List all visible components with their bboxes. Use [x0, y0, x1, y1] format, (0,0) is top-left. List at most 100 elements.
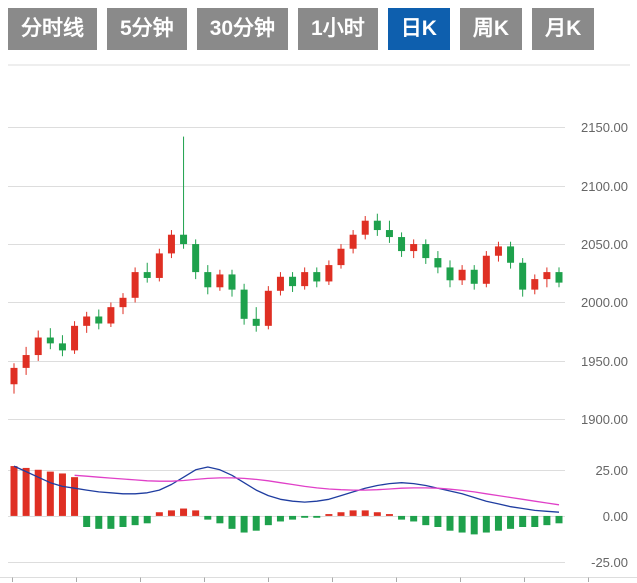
price-axis-label: 2050.00	[581, 237, 628, 252]
candle-body	[349, 234, 357, 249]
macd-histogram-bar	[349, 510, 357, 516]
macd-histogram-bar	[143, 515, 151, 524]
candle-body	[398, 237, 406, 252]
macd-histogram-bar	[301, 515, 309, 518]
candle-body	[192, 244, 200, 273]
macd-histogram-bar	[519, 515, 527, 527]
macd-histogram-bar	[398, 515, 406, 520]
candle-body	[71, 325, 79, 351]
candle-body	[10, 367, 18, 385]
macd-histogram-bar	[34, 469, 42, 516]
candle-body	[228, 274, 236, 290]
macd-histogram-bar	[240, 515, 248, 533]
candle-body	[531, 279, 539, 290]
macd-histogram-bar	[10, 466, 18, 516]
macd-histogram-bar	[216, 515, 224, 524]
macd-histogram-bar	[507, 515, 515, 529]
macd-axis-label: -25.00	[591, 555, 628, 570]
macd-histogram-bar	[155, 512, 163, 516]
candle-body	[301, 272, 309, 287]
candle-body	[204, 272, 212, 288]
macd-histogram-bar	[313, 515, 321, 518]
dea-line	[74, 474, 560, 506]
macd-histogram-bar	[543, 515, 551, 526]
price-axis-label: 2000.00	[581, 295, 628, 310]
candle-body	[313, 272, 321, 282]
macd-histogram-bar	[422, 515, 430, 526]
macd-histogram-bar	[385, 514, 393, 516]
macd-histogram-bar	[180, 508, 188, 516]
candle-body	[216, 274, 224, 288]
macd-histogram-bar	[337, 512, 345, 516]
candle-body	[519, 262, 527, 290]
candle-body	[167, 234, 175, 254]
candle-body	[58, 343, 66, 351]
macd-histogram-bar	[252, 515, 260, 531]
candle-body	[434, 258, 442, 268]
candle-body	[143, 272, 151, 278]
candle-body	[46, 337, 54, 344]
candle-body	[385, 230, 393, 238]
candle-body	[507, 246, 515, 263]
candle-body	[155, 253, 163, 278]
macd-histogram-bar	[434, 515, 442, 527]
tab-30min[interactable]: 30分钟	[196, 8, 289, 50]
candle-body	[180, 234, 188, 245]
macd-histogram-bar	[555, 515, 563, 524]
macd-histogram-bar	[446, 515, 454, 531]
macd-histogram-bar	[192, 510, 200, 516]
tab-1hour[interactable]: 1小时	[298, 8, 378, 50]
macd-histogram-bar	[167, 510, 175, 516]
candle-body	[373, 220, 381, 231]
tab-daily-k[interactable]: 日K	[387, 8, 450, 50]
candle-body	[410, 244, 418, 252]
macd-histogram-bar	[131, 515, 139, 526]
candle-body	[107, 307, 115, 324]
candle-body	[494, 246, 502, 256]
tab-weekly-k[interactable]: 周K	[459, 8, 523, 50]
macd-histogram-bar	[494, 515, 502, 531]
macd-axis-label: 25.00	[595, 463, 628, 478]
macd-histogram-bar	[361, 510, 369, 516]
macd-histogram-bar	[228, 515, 236, 529]
macd-histogram-bar	[204, 515, 212, 520]
candle-body	[422, 244, 430, 259]
candle-body	[252, 318, 260, 326]
tab-5min[interactable]: 5分钟	[107, 8, 187, 50]
macd-histogram-bar	[22, 467, 30, 516]
macd-histogram-bar	[119, 515, 127, 527]
candle-body	[470, 269, 478, 284]
tab-timeline[interactable]: 分时线	[8, 8, 97, 50]
macd-histogram-bar	[289, 515, 297, 520]
macd-histogram-bar	[46, 471, 54, 516]
macd-histogram-bar	[107, 515, 115, 529]
candle-body	[325, 265, 333, 282]
candle-body	[482, 255, 490, 284]
candle-body	[22, 355, 30, 368]
candle-body	[34, 337, 42, 356]
macd-histogram-bar	[470, 515, 478, 535]
macd-histogram-bar	[71, 477, 79, 516]
price-axis-label: 1950.00	[581, 354, 628, 369]
price-axis-label: 2150.00	[581, 120, 628, 135]
candle-body	[458, 269, 466, 281]
macd-histogram-bar	[83, 515, 91, 527]
price-axis-label: 1900.00	[581, 412, 628, 427]
macd-histogram-bar	[531, 515, 539, 527]
candle-body	[95, 316, 103, 324]
candle-body	[119, 297, 127, 308]
candle-body	[83, 316, 91, 326]
candle-body	[264, 290, 272, 326]
candle-body	[240, 289, 248, 319]
macd-histogram-bar	[276, 515, 284, 522]
dif-line	[13, 465, 560, 513]
candle-body	[555, 272, 563, 283]
candle-body	[543, 272, 551, 280]
macd-histogram-bar	[482, 515, 490, 533]
tab-monthly-k[interactable]: 月K	[532, 8, 595, 50]
macd-histogram-bar	[325, 514, 333, 516]
macd-histogram-bar	[458, 515, 466, 533]
candle-body	[361, 220, 369, 235]
